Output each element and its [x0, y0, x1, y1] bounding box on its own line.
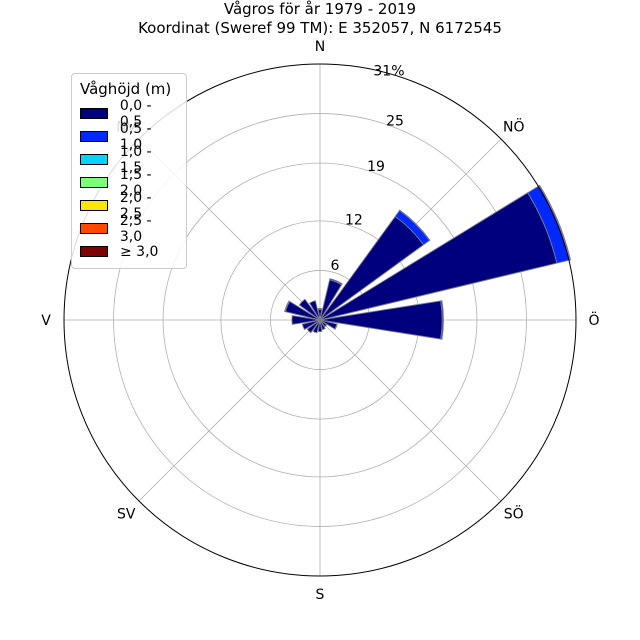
- radial-tick-label: 6: [331, 258, 340, 274]
- legend-title: Våghöjd (m): [80, 80, 172, 98]
- legend-label: 2,5 - 3,0: [119, 212, 152, 245]
- direction-label: S: [316, 587, 325, 603]
- legend-swatch: [80, 131, 108, 142]
- legend-item: 0,0 - 0,5: [80, 98, 178, 130]
- ring-gridline: [113, 113, 527, 527]
- legend-item: 2,0 - 2,5: [80, 190, 178, 222]
- radial-tick-label: 12: [345, 212, 363, 228]
- legend-swatch: [80, 223, 108, 234]
- rose-bar: [312, 319, 321, 334]
- legend-label: 2,0 - 2,5: [119, 189, 152, 222]
- chart-subtitle: Koordinat (Sweref 99 TM): E 352057, N 61…: [138, 19, 502, 37]
- radial-tick-label: 19: [367, 159, 385, 175]
- outer-frame: [63, 63, 577, 577]
- legend-item: ≥ 3,0: [80, 240, 178, 263]
- rose-bar: [440, 300, 444, 340]
- radial-max-label: 31%: [373, 63, 404, 79]
- legend-swatch: [80, 246, 108, 257]
- direction-label: V: [41, 313, 51, 329]
- rose-bar: [329, 278, 343, 286]
- rose-bar: [398, 209, 431, 242]
- legend-label: 0,5 - 1,0: [119, 120, 152, 153]
- ring-gridline: [162, 162, 478, 478]
- rose-bar: [284, 300, 291, 313]
- rose-bar: [317, 319, 323, 333]
- rose-bar: [317, 307, 323, 310]
- rose-bar: [291, 315, 321, 325]
- legend: Våghöjd (m) 0,0 - 0,5 0,5 - 1,0 1,0 - 1,5 1…: [71, 73, 187, 269]
- rose-bar: [334, 323, 338, 330]
- legend-label: 1,0 - 1,5: [119, 143, 152, 176]
- direction-label: Ö: [588, 311, 599, 329]
- legend-swatch: [80, 200, 108, 211]
- rose-bar: [319, 319, 328, 328]
- rose-bar: [309, 300, 321, 321]
- legend-swatch: [80, 108, 108, 119]
- direction-label: SV: [117, 507, 136, 523]
- legend-item: 2,5 - 3,0: [80, 213, 178, 245]
- legend-label: 0,0 - 0,5: [119, 97, 152, 130]
- radial-gridline: [319, 319, 502, 502]
- legend-swatch: [80, 154, 108, 165]
- rose-bar: [319, 319, 326, 331]
- direction-label: SÖ: [504, 505, 524, 523]
- rose-bar: [301, 319, 321, 331]
- direction-label: N: [315, 39, 325, 55]
- legend-item: 1,5 - 2,0: [80, 167, 178, 199]
- rose-bar: [538, 184, 572, 261]
- legend-label: 1,5 - 2,0: [119, 166, 152, 199]
- rose-bar: [298, 298, 321, 321]
- radial-gridline: [138, 319, 321, 502]
- legend-item: 1,0 - 1,5: [80, 144, 178, 176]
- radial-tick-label: 25: [386, 113, 404, 129]
- legend-label: ≥ 3,0: [120, 243, 159, 260]
- direction-label: NÖ: [503, 117, 525, 135]
- rose-bar: [306, 319, 321, 334]
- legend-swatch: [80, 177, 108, 188]
- chart-title: Vågros för år 1979 - 2019: [223, 0, 417, 18]
- legend-item: 0,5 - 1,0: [80, 121, 178, 153]
